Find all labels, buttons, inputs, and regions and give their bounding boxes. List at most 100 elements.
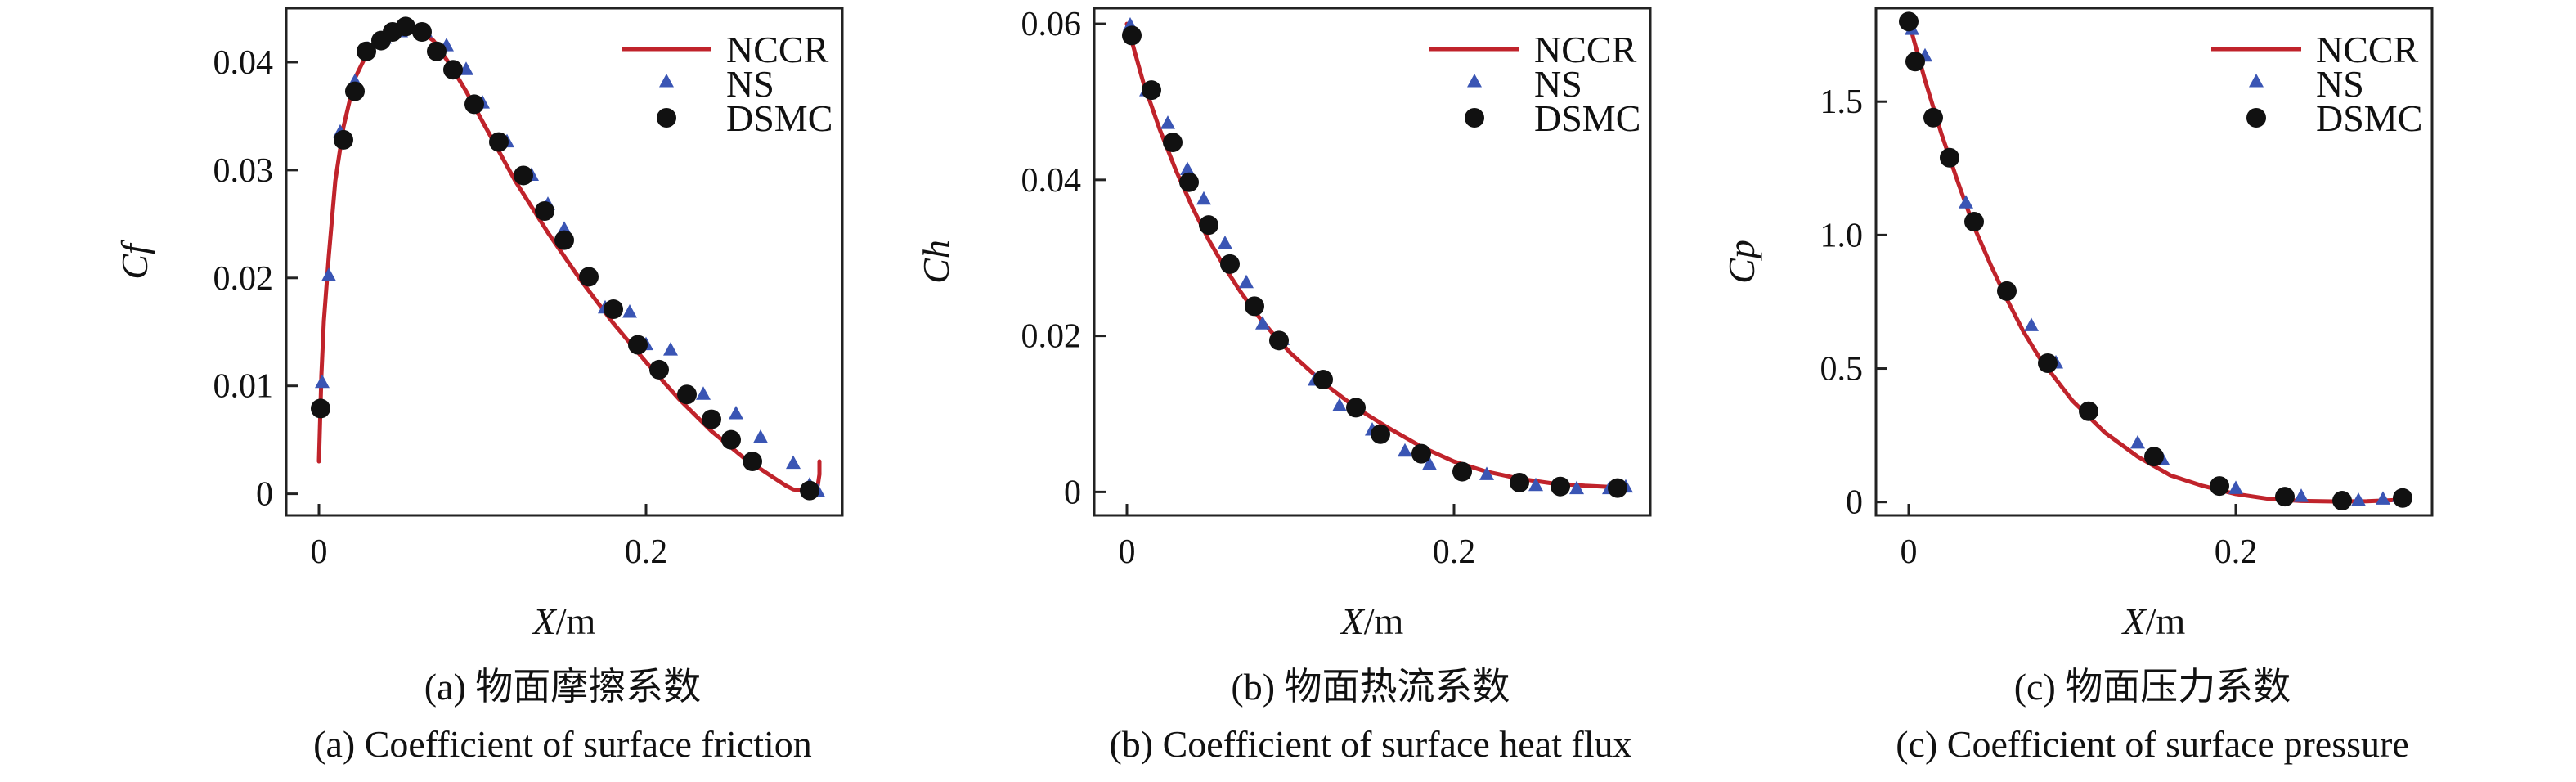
series-point-dsmc (1411, 443, 1431, 464)
y-tick-label: 0.02 (1021, 318, 1082, 356)
series-point-dsmc (334, 129, 353, 150)
x-axis-unit: /m (556, 600, 596, 642)
series-point-ns (2228, 480, 2243, 494)
series-point-dsmc (1940, 147, 1959, 168)
series-point-ns (1239, 274, 1254, 289)
y-axis-label: Ch (915, 240, 957, 284)
legend-label-ns: NS (2316, 63, 2364, 105)
series-point-ns (2130, 434, 2145, 449)
series-point-dsmc (2275, 487, 2295, 507)
series-point-ns (1160, 115, 1175, 129)
x-axis-variable: X (1340, 600, 1366, 642)
x-axis-variable: X (2121, 600, 2147, 642)
series-point-dsmc (1163, 133, 1183, 153)
series-point-ns (1196, 191, 1211, 205)
y-tick-label: 0 (1064, 474, 1081, 511)
series-point-dsmc (1199, 215, 1218, 236)
series-point-dsmc (1964, 212, 1984, 232)
series-point-dsmc (489, 132, 509, 152)
series-point-ns (1398, 443, 1412, 457)
series-point-ns (1528, 477, 1543, 492)
legend-label-dsmc: DSMC (2316, 97, 2422, 139)
series-point-dsmc (1142, 80, 1161, 101)
legend-swatch-dsmc (1465, 108, 1484, 128)
series-point-ns (1479, 466, 1494, 480)
series-point-dsmc (1269, 330, 1289, 351)
series-point-dsmc (535, 201, 554, 221)
x-tick-label: 0.2 (2215, 533, 2258, 571)
y-tick-label: 0.04 (213, 44, 274, 82)
series-point-ns (1959, 195, 1973, 209)
x-tick-label: 0 (1119, 533, 1136, 571)
series-point-dsmc (743, 452, 762, 472)
x-axis-label: X/m (2121, 600, 2186, 642)
plot-frame (1093, 7, 1652, 517)
series-point-dsmc (1371, 424, 1390, 444)
series-point-ns (2024, 317, 2039, 331)
series-point-dsmc (2210, 476, 2229, 497)
y-tick-label: 0.5 (1820, 351, 1864, 389)
y-tick-label: 0 (1846, 484, 1863, 522)
series-point-ns (696, 386, 711, 400)
y-tick-label: 0.06 (1021, 6, 1082, 43)
series-point-dsmc (1997, 281, 2017, 301)
series-point-dsmc (1905, 52, 1925, 72)
x-axis-unit: /m (2146, 600, 2186, 642)
series-point-dsmc (464, 94, 484, 115)
legend-swatch-ns (659, 74, 674, 88)
legend-swatch-ns (1467, 74, 1482, 88)
series-point-ns (786, 455, 801, 470)
y-tick-label: 0.03 (213, 152, 274, 190)
x-tick-label: 0.2 (625, 533, 668, 571)
series-point-dsmc (628, 335, 648, 355)
x-axis-unit: /m (1364, 600, 1404, 642)
legend-label-dsmc: DSMC (726, 97, 832, 139)
series-point-dsmc (443, 60, 463, 80)
series-point-dsmc (554, 230, 574, 250)
series-point-ns (2351, 492, 2366, 506)
legend-label-ns: NS (1534, 63, 1582, 105)
series-point-ns (1255, 316, 1270, 330)
y-axis-label: Cf (114, 239, 155, 280)
series-point-dsmc (1245, 296, 1264, 317)
legend-swatch-dsmc (657, 108, 676, 128)
series-point-dsmc (1923, 107, 1943, 128)
series-point-dsmc (2079, 401, 2098, 421)
caption-english: (a) Coefficient of surface friction (313, 723, 812, 765)
caption-english: (b) Coefficient of surface heat flux (1109, 723, 1631, 765)
y-tick-label: 0.01 (213, 368, 274, 406)
legend-label-nccr: NCCR (726, 29, 829, 70)
x-axis-label: X/m (532, 600, 596, 642)
legend-swatch-ns (2249, 74, 2264, 88)
series-point-dsmc (357, 41, 376, 61)
x-tick-label: 0.2 (1433, 533, 1476, 571)
series-point-dsmc (1179, 172, 1199, 192)
plot-frame (285, 7, 844, 517)
series-point-dsmc (396, 16, 415, 37)
series-point-dsmc (2144, 447, 2164, 467)
series-point-ns (2294, 488, 2309, 502)
series-point-dsmc (604, 299, 623, 320)
series-point-ns (622, 304, 637, 318)
series-point-dsmc (427, 41, 447, 61)
legend-label-nccr: NCCR (2316, 29, 2419, 70)
y-tick-label: 0.04 (1021, 162, 1082, 200)
legend-label-ns: NS (726, 63, 774, 105)
caption-chinese: (b) 物面热流系数 (1231, 666, 1510, 708)
series-point-dsmc (702, 409, 721, 429)
series-point-ns (1218, 236, 1232, 249)
series-point-dsmc (1452, 461, 1472, 482)
y-tick-label: 1.5 (1820, 83, 1864, 121)
series-point-ns (1180, 161, 1195, 175)
y-tick-label: 0.02 (213, 260, 274, 298)
series-point-dsmc (579, 267, 599, 287)
series-point-dsmc (514, 165, 533, 186)
legend-swatch-dsmc (2246, 108, 2266, 128)
y-tick-label: 0 (256, 476, 273, 514)
